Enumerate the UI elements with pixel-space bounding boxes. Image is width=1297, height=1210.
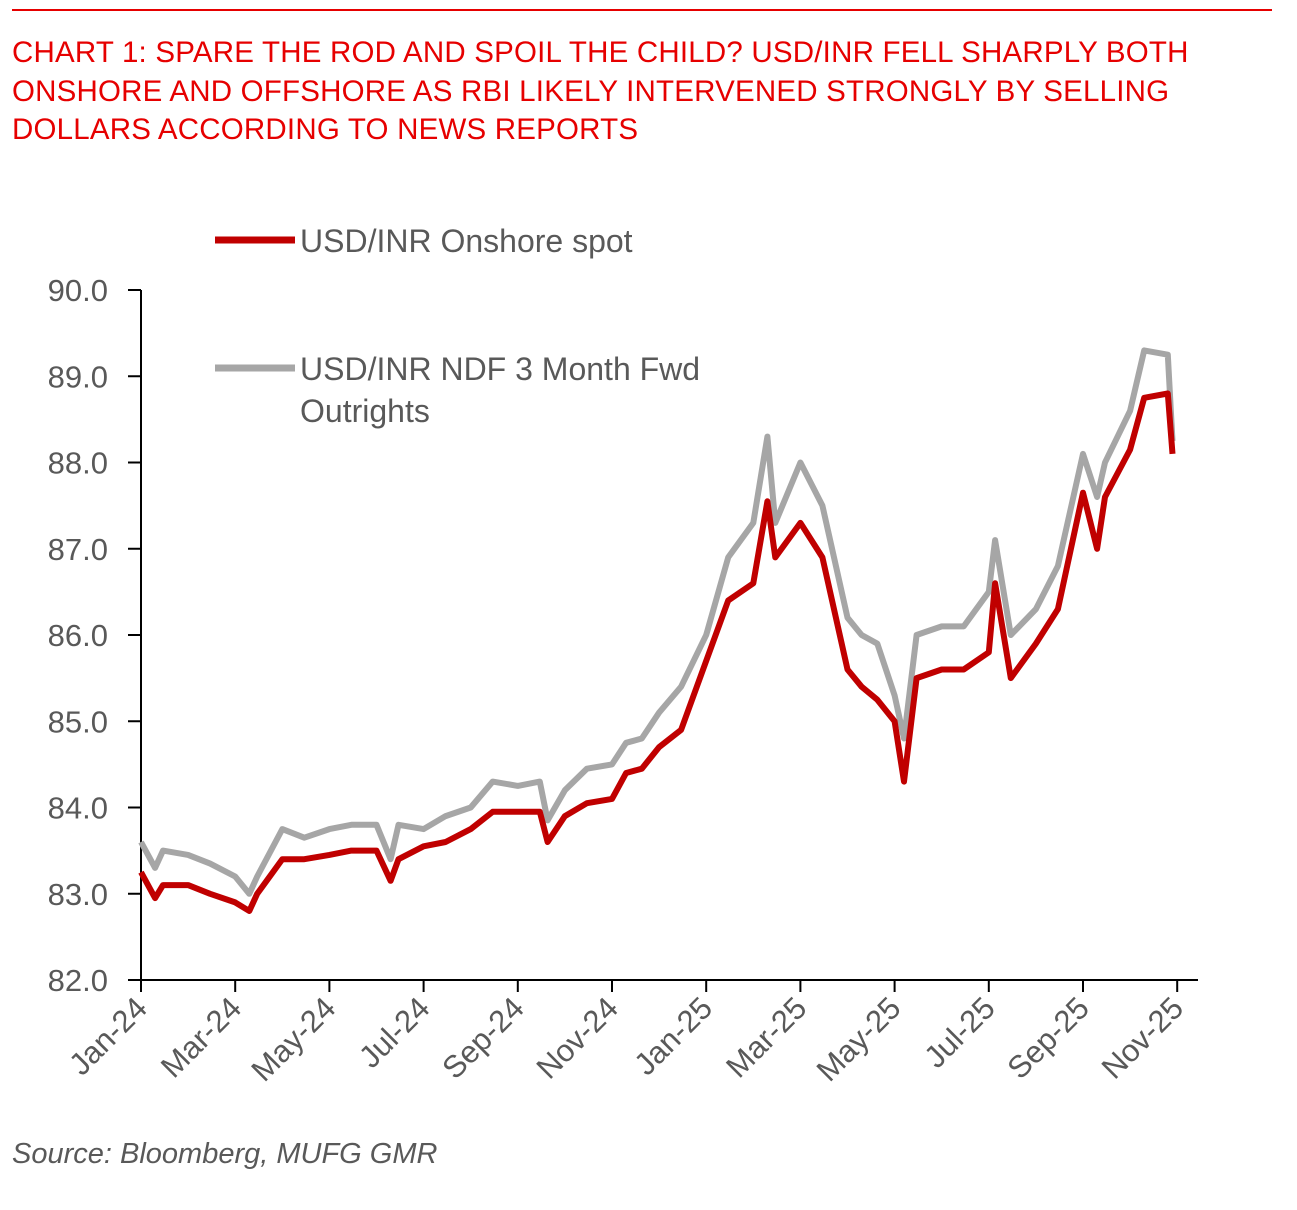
- y-tick-label: 85.0: [48, 704, 108, 739]
- y-tick-label: 89.0: [48, 359, 108, 394]
- source-note: Source: Bloomberg, MUFG GMR: [12, 1138, 438, 1170]
- x-tick-label: Jul-25: [917, 990, 1001, 1074]
- y-axis: 82.0 83.0 84.0 85.0 86.0 87.0 88.0 89.0 90.0: [48, 273, 142, 998]
- legend: USD/INR Onshore spot USD/INR NDF 3 Month…: [215, 223, 700, 429]
- x-tick-label: Mar-25: [719, 990, 813, 1084]
- x-tick-label: May-24: [245, 990, 343, 1088]
- y-tick-label: 88.0: [48, 446, 108, 481]
- top-rule: [12, 9, 1272, 11]
- series-line-onshore: [138, 390, 1176, 914]
- x-tick-label: Nov-24: [530, 990, 625, 1085]
- x-tick-label: Sep-24: [435, 990, 530, 1085]
- legend-label-ndf: USD/INR NDF 3 Month Fwd Outrights: [300, 351, 700, 429]
- y-tick-label: 86.0: [48, 618, 108, 653]
- x-tick-label: May-25: [810, 990, 908, 1088]
- x-tick-label: Mar-24: [154, 990, 248, 1084]
- y-tick-label: 84.0: [48, 791, 108, 826]
- series-lines: [138, 347, 1176, 914]
- series-line-ndf: [138, 347, 1176, 897]
- x-tick-label: Sep-25: [1001, 990, 1096, 1085]
- y-tick-label: 83.0: [48, 877, 108, 912]
- chart-title: CHART 1: SPARE THE ROD AND SPOIL THE CHI…: [12, 36, 1189, 146]
- x-tick-label: Jan-25: [627, 990, 719, 1082]
- legend-label-onshore: USD/INR Onshore spot: [300, 223, 633, 259]
- x-tick-label: Jul-24: [352, 990, 436, 1074]
- x-tick-label: Nov-25: [1095, 990, 1190, 1085]
- y-tick-label: 90.0: [48, 273, 108, 308]
- y-tick-label: 87.0: [48, 532, 108, 567]
- y-tick-label: 82.0: [48, 963, 108, 998]
- x-tick-label: Jan-24: [62, 990, 154, 1082]
